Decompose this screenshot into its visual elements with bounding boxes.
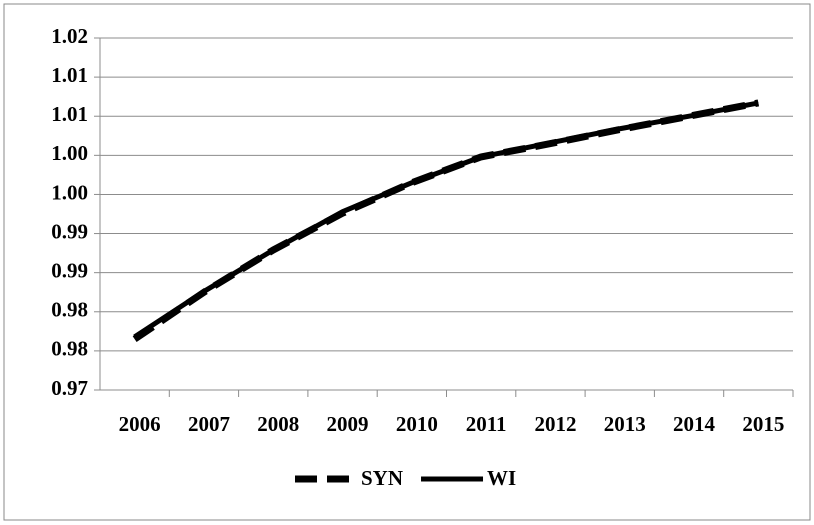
y-tick-label: 1.00 bbox=[51, 180, 88, 204]
y-tick-label: 1.00 bbox=[51, 141, 88, 165]
y-tick-label: 0.99 bbox=[51, 258, 88, 282]
x-tick-label: 2012 bbox=[534, 412, 576, 436]
x-tick-label: 2013 bbox=[604, 412, 646, 436]
x-tick-label: 2011 bbox=[466, 412, 507, 436]
y-tick-label: 0.99 bbox=[51, 219, 88, 243]
y-tick-label: 1.02 bbox=[51, 24, 88, 48]
chart-frame bbox=[3, 3, 811, 521]
x-tick-label: 2006 bbox=[119, 412, 161, 436]
legend-label: SYN bbox=[361, 466, 403, 490]
legend-label: WI bbox=[487, 466, 516, 490]
x-tick-label: 2010 bbox=[396, 412, 438, 436]
x-tick-label: 2008 bbox=[257, 412, 299, 436]
y-tick-label: 1.01 bbox=[51, 63, 88, 87]
y-tick-label: 0.98 bbox=[51, 298, 88, 322]
y-tick-label: 0.97 bbox=[51, 376, 88, 400]
x-tick-label: 2007 bbox=[188, 412, 230, 436]
x-tick-label: 2014 bbox=[673, 412, 716, 436]
y-tick-label: 1.01 bbox=[51, 102, 88, 126]
x-tick-label: 2015 bbox=[742, 412, 784, 436]
x-tick-label: 2009 bbox=[327, 412, 369, 436]
y-tick-label: 0.98 bbox=[51, 337, 88, 361]
series-line bbox=[133, 100, 759, 339]
